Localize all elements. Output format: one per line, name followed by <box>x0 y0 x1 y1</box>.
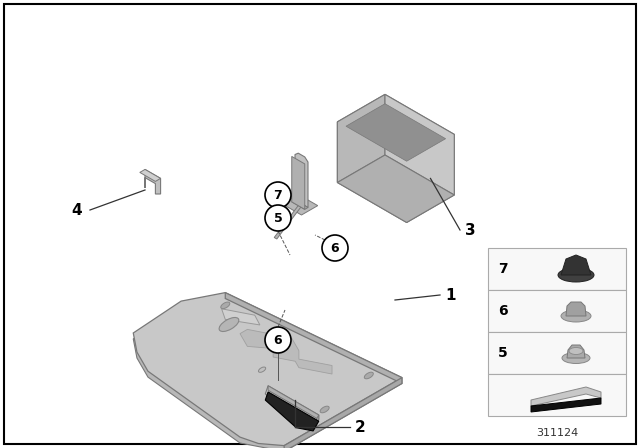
Polygon shape <box>282 194 317 215</box>
Polygon shape <box>346 103 445 161</box>
Bar <box>488 290 626 332</box>
Text: 1: 1 <box>445 288 456 302</box>
Polygon shape <box>268 386 319 419</box>
Text: 311124: 311124 <box>536 428 578 438</box>
Polygon shape <box>221 309 260 325</box>
Bar <box>488 248 626 290</box>
Polygon shape <box>531 398 601 412</box>
Polygon shape <box>385 95 454 195</box>
Polygon shape <box>337 95 454 162</box>
Bar <box>488 374 626 416</box>
Text: 6: 6 <box>331 241 339 254</box>
Polygon shape <box>337 122 406 223</box>
Polygon shape <box>292 200 308 209</box>
Ellipse shape <box>562 353 590 363</box>
Polygon shape <box>337 155 454 223</box>
Ellipse shape <box>364 372 373 379</box>
Ellipse shape <box>569 348 583 354</box>
Polygon shape <box>567 345 585 358</box>
Polygon shape <box>561 255 591 275</box>
Text: 6: 6 <box>274 333 282 346</box>
Text: 5: 5 <box>274 211 282 224</box>
Text: 7: 7 <box>274 189 282 202</box>
Bar <box>488 332 626 374</box>
Polygon shape <box>406 134 454 223</box>
Text: 5: 5 <box>498 346 508 360</box>
Polygon shape <box>133 293 402 446</box>
Polygon shape <box>531 387 601 406</box>
Polygon shape <box>337 95 385 182</box>
Text: 6: 6 <box>498 304 508 318</box>
Ellipse shape <box>558 268 594 282</box>
Polygon shape <box>566 302 586 316</box>
Text: 3: 3 <box>465 223 476 237</box>
Ellipse shape <box>221 302 230 309</box>
Circle shape <box>265 205 291 231</box>
Polygon shape <box>313 415 319 429</box>
Polygon shape <box>266 386 319 425</box>
Polygon shape <box>140 169 161 181</box>
Polygon shape <box>133 298 402 448</box>
Text: 4: 4 <box>72 202 82 217</box>
Polygon shape <box>274 203 303 239</box>
Circle shape <box>265 327 291 353</box>
Polygon shape <box>284 378 402 448</box>
Polygon shape <box>145 169 161 194</box>
Polygon shape <box>225 293 402 383</box>
Ellipse shape <box>259 367 266 372</box>
Polygon shape <box>240 329 332 374</box>
Polygon shape <box>292 156 305 209</box>
Polygon shape <box>266 392 319 431</box>
Circle shape <box>322 235 348 261</box>
Ellipse shape <box>561 310 591 322</box>
Ellipse shape <box>219 318 239 332</box>
Text: 7: 7 <box>498 262 508 276</box>
Text: 2: 2 <box>355 419 365 435</box>
Polygon shape <box>295 153 308 207</box>
Ellipse shape <box>320 406 329 413</box>
Circle shape <box>265 182 291 208</box>
